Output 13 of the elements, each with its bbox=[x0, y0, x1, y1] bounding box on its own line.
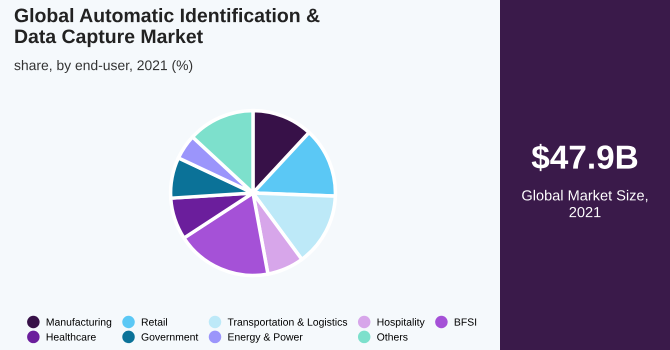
legend-label: Transportation & Logistics bbox=[228, 318, 348, 328]
text: Global Market Size, 2021 bbox=[522, 190, 648, 218]
chart-title: Global Automatic Identification & Data Capture Market bbox=[14, 8, 320, 48]
legend-label: Healthcare bbox=[46, 333, 96, 341]
legend-label: Energy & Power bbox=[228, 333, 303, 343]
legend-label: Hospitality bbox=[378, 318, 425, 328]
chart-subtitle: share, by end-user, 2021 (%) bbox=[14, 60, 192, 73]
legend-label: Others bbox=[377, 333, 408, 341]
text: $47.9B bbox=[532, 144, 638, 172]
legend-label: Government bbox=[142, 333, 198, 341]
legend-label: Retail bbox=[142, 318, 167, 326]
legend-label: Manufacturing bbox=[46, 318, 112, 328]
legend-label: BFSI bbox=[454, 318, 476, 326]
